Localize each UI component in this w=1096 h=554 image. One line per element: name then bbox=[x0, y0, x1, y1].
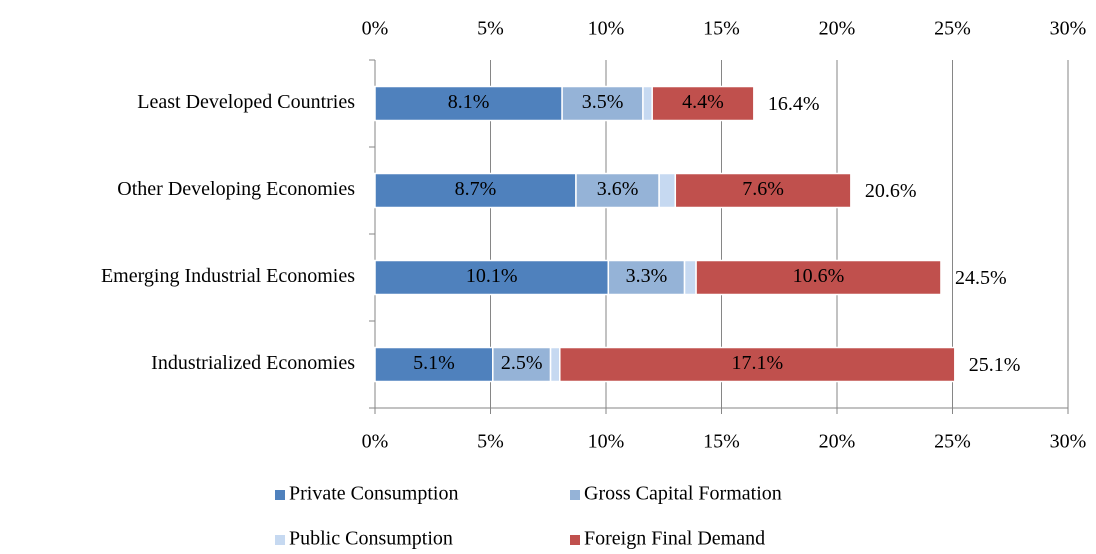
total-label: 24.5% bbox=[955, 267, 1007, 289]
data-label: 10.1% bbox=[466, 265, 518, 287]
data-label: 10.6% bbox=[793, 265, 845, 287]
x-tick-label: 5% bbox=[477, 431, 504, 453]
y-tick-label: Other Developing Economies bbox=[117, 178, 355, 200]
legend-swatch bbox=[570, 490, 580, 500]
total-label: 25.1% bbox=[969, 354, 1021, 376]
data-label: 7.6% bbox=[742, 178, 784, 200]
bar-segment bbox=[559, 346, 956, 383]
data-label: 3.5% bbox=[582, 91, 624, 113]
bar-segment bbox=[658, 172, 677, 209]
bar-segment bbox=[549, 346, 561, 383]
bar-segment bbox=[575, 172, 660, 209]
data-label: 3.6% bbox=[597, 178, 639, 200]
y-tick-label: Emerging Industrial Economies bbox=[101, 265, 355, 287]
legend-swatch bbox=[275, 535, 285, 545]
bar-segment bbox=[374, 346, 494, 383]
x-tick-label-top: 25% bbox=[934, 18, 971, 40]
x-tick-label-top: 10% bbox=[588, 18, 625, 40]
legend-label: Private Consumption bbox=[289, 483, 458, 505]
legend-label: Foreign Final Demand bbox=[584, 528, 765, 550]
data-label: 5.1% bbox=[413, 352, 455, 374]
bar-segment bbox=[651, 85, 755, 122]
data-label: 4.4% bbox=[682, 91, 724, 113]
x-tick-label-top: 15% bbox=[703, 18, 740, 40]
x-tick-label: 30% bbox=[1050, 431, 1087, 453]
data-label: 17.1% bbox=[731, 352, 783, 374]
legend-label: Gross Capital Formation bbox=[584, 483, 782, 505]
legend-label: Public Consumption bbox=[289, 528, 453, 550]
bar-segment bbox=[607, 259, 686, 296]
total-label: 16.4% bbox=[768, 93, 820, 115]
x-tick-label-top: 30% bbox=[1050, 18, 1087, 40]
x-tick-label: 0% bbox=[362, 431, 389, 453]
bar-segment bbox=[683, 259, 697, 296]
x-tick-label-top: 5% bbox=[477, 18, 504, 40]
y-tick-label: Least Developed Countries bbox=[137, 91, 355, 113]
bar-segment bbox=[695, 259, 942, 296]
legend-swatch bbox=[275, 490, 285, 500]
data-label: 2.5% bbox=[501, 352, 543, 374]
total-label: 20.6% bbox=[865, 180, 917, 202]
x-tick-label-top: 20% bbox=[819, 18, 856, 40]
data-label: 8.7% bbox=[455, 178, 497, 200]
legend-swatch bbox=[570, 535, 580, 545]
bar-segment bbox=[642, 85, 653, 122]
x-tick-label: 25% bbox=[934, 431, 971, 453]
x-tick-label: 20% bbox=[819, 431, 856, 453]
x-tick-label: 15% bbox=[703, 431, 740, 453]
bar-segment bbox=[674, 172, 852, 209]
x-tick-label: 10% bbox=[588, 431, 625, 453]
x-tick-label-top: 0% bbox=[362, 18, 389, 40]
data-label: 3.3% bbox=[626, 265, 668, 287]
bar-segment bbox=[374, 172, 577, 209]
data-label: 8.1% bbox=[448, 91, 490, 113]
y-tick-label: Industrialized Economies bbox=[151, 352, 355, 374]
bar-segment bbox=[492, 346, 552, 383]
